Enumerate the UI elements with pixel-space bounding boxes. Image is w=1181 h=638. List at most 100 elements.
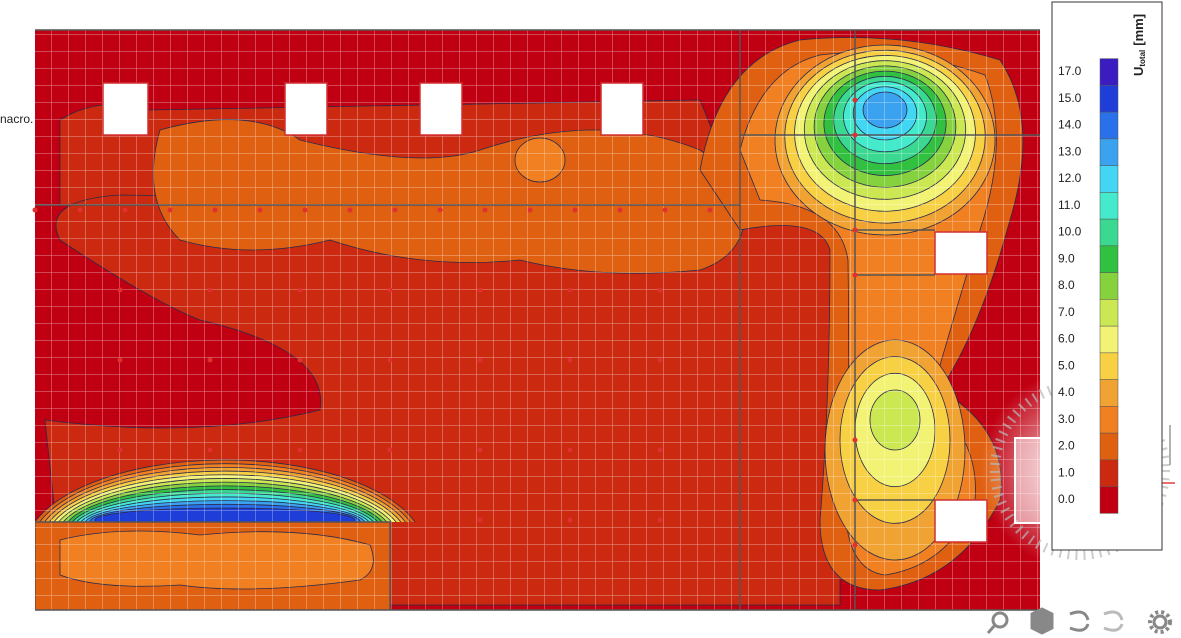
node xyxy=(852,227,858,233)
settings-button[interactable] xyxy=(1148,610,1172,634)
view-button[interactable] xyxy=(1030,607,1054,635)
node xyxy=(477,447,483,453)
legend-label: 7.0 xyxy=(1058,305,1075,319)
node xyxy=(707,207,713,213)
rotate-left-button[interactable] xyxy=(1069,610,1090,632)
node xyxy=(852,542,858,548)
node xyxy=(302,207,308,213)
legend-swatch xyxy=(1099,192,1119,220)
node xyxy=(657,287,663,293)
legend-label: 13.0 xyxy=(1058,144,1082,158)
legend-label: 9.0 xyxy=(1058,251,1075,265)
node xyxy=(257,207,263,213)
contour-plot xyxy=(35,30,1040,610)
legend-title-symbol: U xyxy=(1131,67,1146,76)
legend-label: 1.0 xyxy=(1058,465,1075,479)
legend-swatch xyxy=(1099,459,1119,487)
legend-swatch xyxy=(1099,379,1119,407)
node xyxy=(117,287,123,293)
legend-label: 3.0 xyxy=(1058,412,1075,426)
opening xyxy=(934,499,988,543)
node xyxy=(852,497,858,503)
legend-label: 5.0 xyxy=(1058,358,1075,372)
legend-swatch xyxy=(1099,85,1119,113)
node xyxy=(347,207,353,213)
node xyxy=(477,517,483,523)
node xyxy=(852,97,858,103)
node xyxy=(572,207,578,213)
model-overlay xyxy=(32,29,1040,611)
node xyxy=(482,207,488,213)
node xyxy=(297,287,303,293)
node xyxy=(527,207,533,213)
node xyxy=(657,447,663,453)
legend-label: 10.0 xyxy=(1058,225,1082,239)
node xyxy=(167,207,173,213)
legend-title: Utotal [mm] xyxy=(1131,14,1147,76)
node xyxy=(297,357,303,363)
legend-label: 14.0 xyxy=(1058,118,1082,132)
legend-swatch xyxy=(1099,325,1119,354)
node xyxy=(207,287,213,293)
legend-swatch xyxy=(1099,245,1119,273)
node xyxy=(657,517,663,523)
node xyxy=(477,287,483,293)
legend-label: 2.0 xyxy=(1058,439,1075,453)
legend: Utotal [mm] 17.0 15.0 14.0 13.0 12.0 11.0 10.0 9… xyxy=(1051,1,1163,551)
legend-swatch xyxy=(1099,272,1119,300)
opening xyxy=(284,82,328,136)
node xyxy=(657,357,663,363)
legend-label: 0.0 xyxy=(1058,492,1075,506)
nav-ring[interactable] xyxy=(990,380,1170,560)
legend-title-unit: [mm] xyxy=(1131,14,1146,46)
opening xyxy=(419,82,463,136)
node xyxy=(852,272,858,278)
node xyxy=(437,207,443,213)
opening xyxy=(600,82,644,136)
node xyxy=(567,357,573,363)
node xyxy=(207,447,213,453)
opening xyxy=(934,231,988,275)
node xyxy=(387,287,393,293)
node xyxy=(117,447,123,453)
mesh xyxy=(35,30,1040,610)
zoom-button[interactable] xyxy=(986,611,1009,634)
legend-title-sub: total xyxy=(1138,50,1147,67)
legend-swatch xyxy=(1099,352,1119,380)
node xyxy=(567,517,573,523)
node xyxy=(567,447,573,453)
node xyxy=(662,207,668,213)
legend-label: 17.0 xyxy=(1058,64,1082,78)
node xyxy=(32,207,38,213)
node xyxy=(117,357,123,363)
rotate-right-button[interactable] xyxy=(1103,610,1124,632)
legend-swatch xyxy=(1099,165,1119,193)
node xyxy=(122,207,128,213)
node xyxy=(207,357,213,363)
legend-label: 11.0 xyxy=(1058,198,1081,212)
node xyxy=(77,207,83,213)
opening xyxy=(102,82,149,136)
legend-swatch xyxy=(1099,299,1119,327)
node xyxy=(852,437,858,443)
node xyxy=(392,207,398,213)
legend-swatch xyxy=(1099,432,1119,461)
legend-swatch xyxy=(1099,58,1119,86)
legend-label: 6.0 xyxy=(1058,332,1075,346)
node xyxy=(617,207,623,213)
legend-label: 15.0 xyxy=(1058,91,1082,105)
node xyxy=(477,357,483,363)
side-label: nacro. xyxy=(0,112,33,126)
node xyxy=(387,447,393,453)
toolbar xyxy=(986,607,1172,635)
legend-swatch xyxy=(1099,218,1119,247)
node xyxy=(297,447,303,453)
node xyxy=(567,287,573,293)
legend-swatch xyxy=(1099,138,1119,166)
legend-label: 12.0 xyxy=(1058,171,1082,185)
node xyxy=(387,357,393,363)
node xyxy=(852,132,858,138)
legend-label: 8.0 xyxy=(1058,278,1075,292)
legend-swatch xyxy=(1099,486,1119,514)
